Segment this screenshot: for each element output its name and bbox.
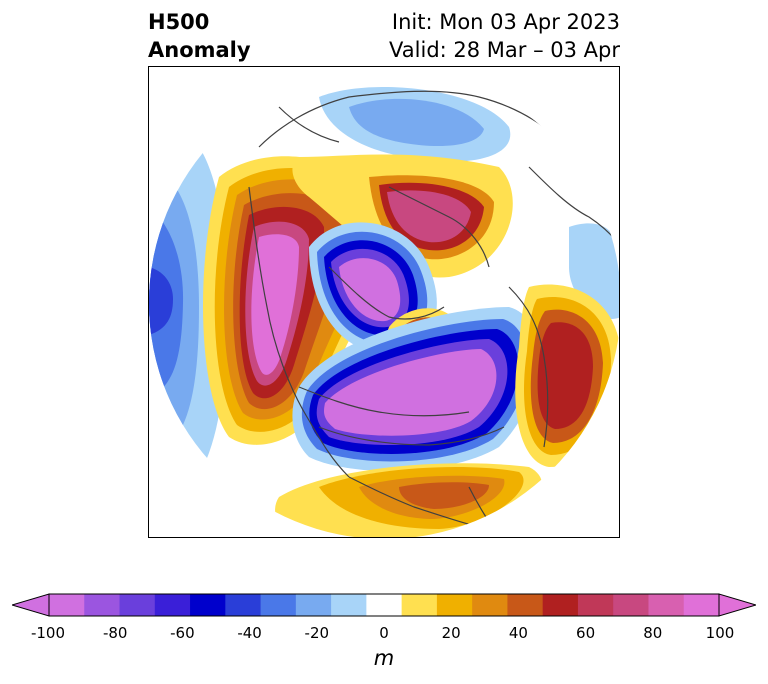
colorbar-cell (577, 594, 614, 616)
map-title: H500 Anomaly (148, 8, 251, 64)
colorbar-cell (49, 594, 85, 616)
north-america-negative-trough (292, 307, 538, 471)
colorbar-unit-label: m (373, 646, 395, 670)
colorbar-cell (401, 594, 438, 616)
polar-negative-trough (309, 222, 437, 353)
colorbar-cell (225, 594, 262, 616)
colorbar-cell (119, 594, 156, 616)
colorbar-cell (331, 594, 367, 616)
colorbar-tick-label: -100 (30, 624, 66, 642)
anomaly-map-canvas (149, 67, 619, 537)
colorbar-cell (295, 594, 332, 616)
title-field-type: Anomaly (148, 38, 251, 62)
colorbar-cell (472, 594, 508, 616)
colorbar-cell (613, 594, 649, 616)
colorbar-cell (366, 594, 403, 616)
colorbar-cell (542, 594, 579, 616)
init-time-label: Init: Mon 03 Apr 2023 (391, 10, 620, 34)
colorbar-tick-label: 20 (441, 624, 461, 642)
colorbar-tick-label: 0 (379, 624, 389, 642)
colorbar-min-extension (12, 593, 50, 617)
title-field-name: H500 (148, 10, 210, 34)
colorbar-tick-label: -20 (304, 624, 330, 642)
colorbar-outline (48, 593, 720, 617)
colorbar-cell (84, 594, 121, 616)
colorbar-cell (436, 594, 473, 616)
colorbar-tick-label: 40 (508, 624, 528, 642)
colorbar-cell (260, 594, 297, 616)
colorbar-cell (507, 594, 544, 616)
colorbar-tick-label: -60 (170, 624, 195, 642)
coastlines (248, 90, 619, 537)
east-positive-ridge (515, 284, 619, 467)
north-negative-anomaly (319, 87, 511, 162)
south-positive-ridge (275, 463, 542, 537)
colorbar-tick-label: -40 (237, 624, 262, 642)
colorbar-cell (683, 594, 720, 616)
colorbar (12, 593, 756, 617)
colorbar-cell (154, 594, 191, 616)
colorbar-cell (190, 594, 226, 616)
valid-range-label: Valid: 28 Mar – 03 Apr (389, 38, 620, 62)
colorbar-tick-label: -80 (102, 624, 128, 642)
colorbar-tick-label: 60 (576, 624, 596, 642)
colorbar-tick-label: 80 (643, 624, 663, 642)
colorbar-tick-label: 100 (705, 624, 735, 642)
colorbar-max-extension (718, 593, 756, 617)
colorbar-cell (648, 594, 685, 616)
anomaly-map (148, 66, 620, 538)
map-subtitle: Init: Mon 03 Apr 2023 Valid: 28 Mar – 03… (389, 8, 620, 64)
